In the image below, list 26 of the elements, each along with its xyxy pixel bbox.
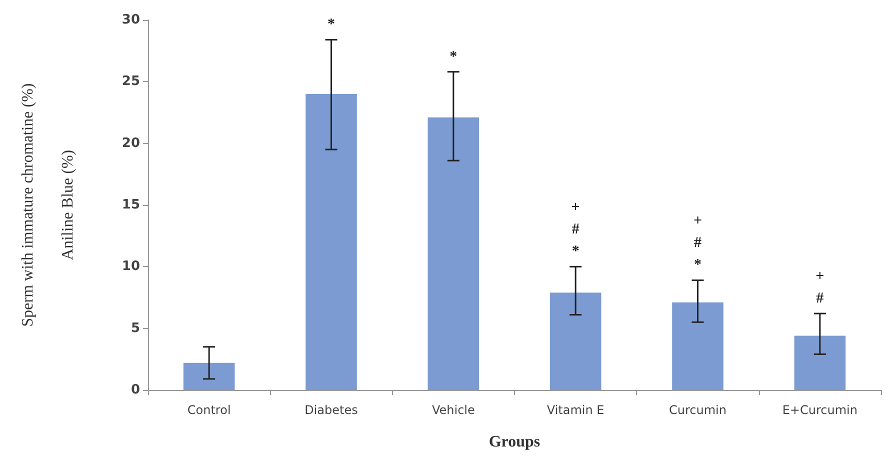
x-tick-label: Control <box>187 403 231 417</box>
x-tick-label: Vehicle <box>432 403 475 417</box>
y-tick-label: 30 <box>122 12 140 28</box>
bar <box>183 362 235 390</box>
y-tick-label: 0 <box>130 382 140 398</box>
annotation: + # * <box>693 213 702 274</box>
x-tick-label: Diabetes <box>304 403 358 417</box>
x-tick-label: Curcumin <box>669 403 726 417</box>
y-tick-label: 15 <box>122 198 140 212</box>
y-tick-label: 10 <box>122 259 140 274</box>
x-tick-label: Vitamin E <box>546 403 604 417</box>
bar <box>428 117 480 390</box>
x-axis-title: Groups <box>488 434 540 450</box>
bar <box>672 302 724 390</box>
annotation: * <box>450 48 458 65</box>
annotation: * <box>328 16 335 33</box>
annotation: + # * <box>571 200 580 260</box>
y-tick-label: 20 <box>122 136 140 151</box>
y-tick-label: 25 <box>122 74 140 90</box>
y-tick-label: 5 <box>130 320 140 336</box>
bar <box>550 292 602 390</box>
x-tick-label: E+Curcumin <box>782 403 858 417</box>
text: Sperm with immature chromatine (%) Aniline Blue (%) <box>20 83 76 327</box>
bar <box>306 94 357 390</box>
bar <box>794 336 846 390</box>
annotation: + # <box>816 268 824 307</box>
